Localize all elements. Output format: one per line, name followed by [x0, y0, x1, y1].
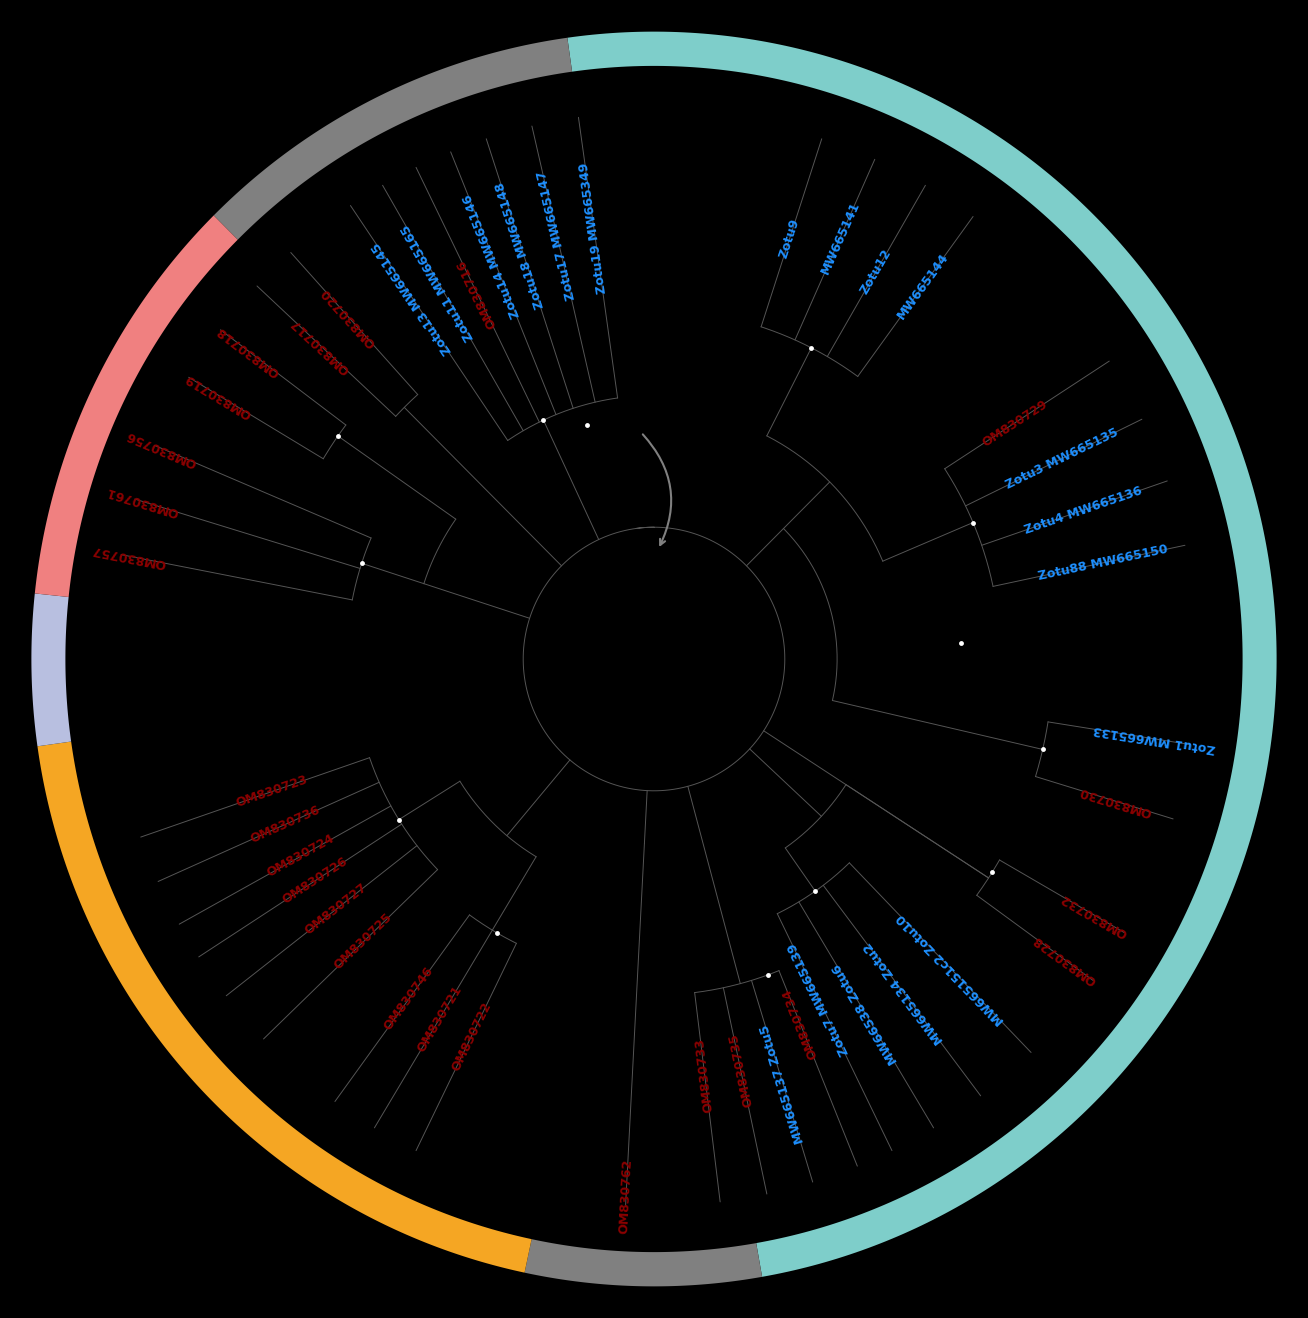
Text: Zotu18 MW665148: Zotu18 MW665148 — [493, 181, 547, 310]
Text: OM830721: OM830721 — [415, 983, 464, 1054]
Text: OM830732: OM830732 — [1058, 891, 1130, 940]
Polygon shape — [568, 32, 1277, 1277]
Text: MW66538 Zotu6: MW66538 Zotu6 — [831, 961, 901, 1066]
Text: OM830730: OM830730 — [1078, 784, 1154, 818]
Text: OM830734: OM830734 — [781, 986, 820, 1061]
Text: OM830746: OM830746 — [382, 965, 437, 1033]
Text: Zotu1 MW665133: Zotu1 MW665133 — [1092, 722, 1216, 755]
Text: Zotu11 MW665165: Zotu11 MW665165 — [399, 221, 476, 343]
Text: Zotu14 MW665146: Zotu14 MW665146 — [462, 191, 523, 319]
Polygon shape — [213, 38, 572, 240]
Text: OM830733: OM830733 — [693, 1037, 715, 1114]
Text: Zotu9: Zotu9 — [777, 217, 802, 260]
Text: OM830725: OM830725 — [332, 911, 395, 973]
Text: OM830716: OM830716 — [455, 257, 500, 330]
Polygon shape — [35, 215, 238, 597]
Text: OM830720: OM830720 — [319, 285, 379, 349]
Text: Zotu3 MW665135: Zotu3 MW665135 — [1003, 426, 1121, 492]
Text: MW665151c2 Zotu10: MW665151c2 Zotu10 — [895, 911, 1007, 1027]
Text: OM830761: OM830761 — [105, 485, 181, 519]
Text: MW665137 Zotu5: MW665137 Zotu5 — [759, 1023, 807, 1145]
Polygon shape — [31, 593, 71, 746]
Polygon shape — [525, 1239, 763, 1286]
Text: Zotu17 MW665147: Zotu17 MW665147 — [535, 169, 578, 301]
Text: OM830729: OM830729 — [980, 397, 1049, 449]
Text: OM830735: OM830735 — [726, 1032, 755, 1107]
Text: MW665141: MW665141 — [819, 199, 862, 277]
Text: OM830723: OM830723 — [234, 772, 310, 809]
Text: OM830757: OM830757 — [92, 543, 167, 569]
Text: Zotu12: Zotu12 — [858, 248, 893, 297]
Text: MW665134 Zotu2: MW665134 Zotu2 — [862, 940, 946, 1046]
Text: OM830762: OM830762 — [617, 1159, 634, 1235]
Text: Zotu13 MW665145: Zotu13 MW665145 — [370, 240, 455, 357]
Text: OM830728: OM830728 — [1031, 933, 1100, 987]
Text: OM830727: OM830727 — [302, 880, 369, 937]
Polygon shape — [38, 742, 531, 1273]
Text: Zotu19 MW665349: Zotu19 MW665349 — [578, 162, 610, 294]
Text: OM830724: OM830724 — [264, 832, 337, 880]
Text: OM830718: OM830718 — [215, 323, 281, 378]
Text: MW665144: MW665144 — [895, 250, 951, 322]
Text: Zotu7 MW665139: Zotu7 MW665139 — [786, 941, 852, 1057]
Text: OM830726: OM830726 — [280, 854, 351, 907]
Text: OM830756: OM830756 — [124, 428, 199, 469]
Text: OM830736: OM830736 — [249, 803, 322, 846]
Text: OM830719: OM830719 — [183, 370, 254, 420]
Text: Zotu88 MW665150: Zotu88 MW665150 — [1036, 543, 1168, 583]
Text: OM830722: OM830722 — [449, 999, 493, 1073]
Text: Zotu4 MW665136: Zotu4 MW665136 — [1023, 484, 1144, 536]
Text: OM830717: OM830717 — [289, 315, 352, 376]
